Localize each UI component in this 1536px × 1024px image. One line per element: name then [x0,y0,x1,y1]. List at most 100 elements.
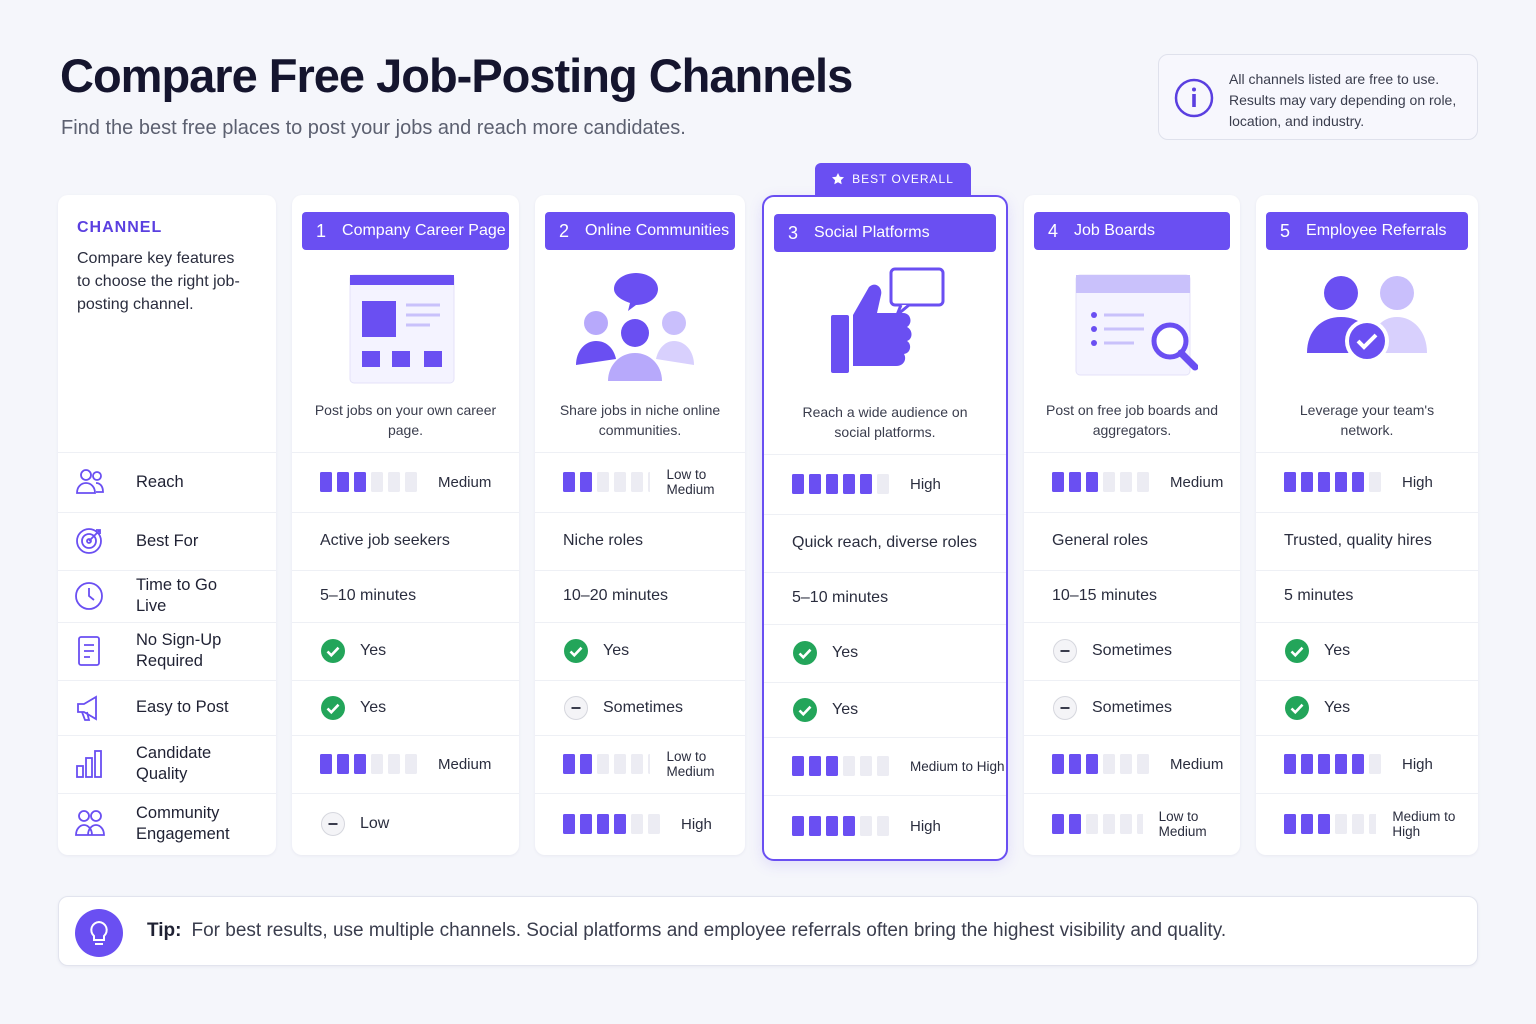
status-text: Sometimes [1092,698,1173,716]
row-divider [1024,680,1240,681]
row-divider [1256,452,1478,453]
level-meter [792,474,889,494]
status-text: Yes [360,642,387,659]
level-segment-empty [631,754,643,774]
channel-description: Post on free job boards and aggregators. [1045,402,1218,438]
cell: Sometimes [1024,622,1240,680]
channel-description: Leverage your team's network. [1299,402,1435,438]
channel-name: Job Boards [1074,222,1155,239]
level-meter [1052,754,1149,774]
row-divider [535,680,745,681]
row-divider [764,795,1006,796]
row-divider [292,680,519,681]
level-segment-empty [388,754,400,774]
level-segment-empty [648,814,660,834]
level-segment-filled [792,756,804,776]
cell: Yes [1256,622,1478,680]
row-label: Candidate Quality [58,735,276,793]
level-segment-filled [826,756,838,776]
level-segment-filled [354,472,366,492]
cell: Medium to High [764,737,1006,795]
level-segment-filled [1318,814,1330,834]
level-segment-filled [320,754,332,774]
channel-column: 1 Company Career Page Post jobs on your ow… [292,195,519,855]
status-text: Yes [832,644,859,661]
level-segment-filled [826,474,838,494]
row-divider [292,793,519,794]
level-segment-filled [614,814,626,834]
channel-number: 4 [1048,220,1059,241]
tip-box: Tip: For best results, use multiple chann… [58,896,1478,966]
cell: Medium [1024,735,1240,793]
level-segment-filled [337,472,349,492]
level-label: Medium [438,755,492,773]
level-segment-empty [631,814,643,834]
status-text: Yes [1324,698,1351,716]
level-segment-filled [1301,472,1313,492]
level-segment-empty [1352,814,1364,834]
cell: 10–15 minutes [1024,570,1240,622]
level-meter [563,754,651,774]
row-label: Reach [58,452,276,512]
level-segment-filled [792,816,804,836]
channel-name: Online Communities [585,222,730,239]
cell: High [764,795,1006,857]
row-label: No Sign-Up Required [58,622,276,680]
level-segment-filled [1318,472,1330,492]
row-icon [76,469,104,494]
level-segment-empty [1369,472,1381,492]
level-segment-empty [843,756,855,776]
tip-label: Tip: [147,920,182,941]
cell: Sometimes [1024,680,1240,735]
level-segment-empty [1103,754,1115,774]
status-text: Sometimes [1092,642,1173,659]
level-meter [320,472,417,492]
check-icon [321,695,345,720]
level-segment-filled [809,816,821,836]
level-segment-empty [597,754,609,774]
level-segment-filled [1284,754,1296,774]
level-segment-empty [371,472,383,492]
level-segment-empty [877,816,889,836]
level-segment-filled [1284,472,1296,492]
level-meter [792,816,889,836]
level-segment-filled [843,816,855,836]
level-segment-filled [354,754,366,774]
row-divider [764,514,1006,515]
channel-pill: 5 Employee Referrals [1266,212,1468,250]
level-label: Medium [1170,755,1224,773]
check-icon [793,697,817,722]
tip-icon [75,909,123,957]
channel-number: 5 [1280,220,1291,241]
level-segment-empty [1120,814,1132,834]
cell: High [1256,735,1478,793]
level-segment-filled [563,472,575,492]
channel-description: Compare key features to choose the right… [77,250,240,313]
level-meter [563,814,660,834]
row-icon [76,528,102,554]
level-segment-filled [580,472,592,492]
cell: Medium [292,735,519,793]
info-box: All channels listed are free to use. Res… [1158,54,1478,140]
level-segment-filled [1086,472,1098,492]
channel-illustration [1307,276,1427,363]
cell: Sometimes [535,680,745,735]
level-segment-empty [1120,472,1132,492]
level-segment-filled [337,754,349,774]
row-divider [1256,793,1478,794]
level-meter [320,754,417,774]
status-text: Yes [603,642,630,659]
level-segment-empty [1369,814,1377,834]
level-meter [1052,814,1143,834]
row-label: Time to Go Live [58,570,276,622]
level-segment-empty [648,472,651,492]
row-divider [292,452,519,453]
level-segment-filled [1335,754,1347,774]
row-divider [1024,793,1240,794]
status-text: Yes [832,700,859,718]
level-meter [1284,754,1381,774]
level-segment-empty [1086,814,1098,834]
level-segment-empty [860,816,872,836]
channel-description: Post jobs on your own career page. [314,402,497,438]
